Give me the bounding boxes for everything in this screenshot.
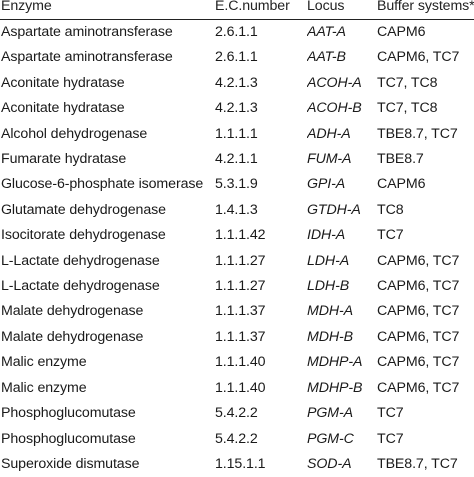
cell-locus: MDHP-A <box>307 350 377 375</box>
cell-buffer-systems: TC7 <box>377 223 474 248</box>
table-header-row: Enzyme E.C.number Locus Buffer systems* <box>0 0 474 20</box>
cell-ec-number: 1.1.1.27 <box>215 249 307 274</box>
cell-buffer-systems: CAPM6, TC7 <box>377 274 474 299</box>
cell-ec-number: 1.1.1.42 <box>215 223 307 248</box>
cell-enzyme: Malic enzyme <box>0 350 215 375</box>
cell-locus: LDH-A <box>307 249 377 274</box>
cell-locus: PGM-A <box>307 401 377 426</box>
cell-locus: GTDH-A <box>307 198 377 223</box>
header-ec-number: E.C.number <box>215 0 307 20</box>
cell-buffer-systems: TC7, TC8 <box>377 96 474 121</box>
cell-buffer-systems: CAPM6, TC7 <box>377 249 474 274</box>
cell-locus: MDH-B <box>307 325 377 350</box>
cell-buffer-systems: TC7 <box>377 401 474 426</box>
cell-ec-number: 2.6.1.1 <box>215 20 307 46</box>
header-enzyme: Enzyme <box>0 0 215 20</box>
cell-ec-number: 5.4.2.2 <box>215 427 307 452</box>
cell-locus: MDHP-B <box>307 376 377 401</box>
cell-enzyme: Aspartate aminotransferase <box>0 20 215 46</box>
cell-ec-number: 1.1.1.37 <box>215 299 307 324</box>
cell-locus: FUM-A <box>307 147 377 172</box>
cell-enzyme: Fumarate hydratase <box>0 147 215 172</box>
cell-buffer-systems: CAPM6, TC7 <box>377 325 474 350</box>
cell-ec-number: 1.15.1.1 <box>215 452 307 477</box>
cell-buffer-systems: TBE8.7, TC7 <box>377 452 474 477</box>
cell-locus: SOD-A <box>307 452 377 477</box>
cell-buffer-systems: TBE8.7, TC7 <box>377 122 474 147</box>
cell-locus: MDH-A <box>307 299 377 324</box>
cell-buffer-systems: CAPM6 <box>377 172 474 197</box>
cell-buffer-systems: CAPM6 <box>377 20 474 46</box>
cell-locus: IDH-A <box>307 223 377 248</box>
cell-buffer-systems: TC8 <box>377 198 474 223</box>
cell-enzyme: Aconitate hydratase <box>0 71 215 96</box>
cell-ec-number: 1.4.1.3 <box>215 198 307 223</box>
cell-ec-number: 1.1.1.27 <box>215 274 307 299</box>
cell-locus: PGM-C <box>307 427 377 452</box>
cell-locus: LDH-B <box>307 274 377 299</box>
cell-enzyme: Phosphoglucomutase <box>0 401 215 426</box>
cell-enzyme: Malic enzyme <box>0 376 215 401</box>
cell-buffer-systems: CAPM6, TC7 <box>377 299 474 324</box>
cell-ec-number: 4.2.1.3 <box>215 71 307 96</box>
cell-ec-number: 5.3.1.9 <box>215 172 307 197</box>
cell-locus: ADH-A <box>307 122 377 147</box>
cell-enzyme: Phosphoglucomutase <box>0 427 215 452</box>
cell-enzyme: Malate dehydrogenase <box>0 299 215 324</box>
cell-enzyme: L-Lactate dehydrogenase <box>0 249 215 274</box>
cell-ec-number: 1.1.1.37 <box>215 325 307 350</box>
cell-ec-number: 1.1.1.40 <box>215 350 307 375</box>
cell-enzyme: Aconitate hydratase <box>0 96 215 121</box>
header-locus: Locus <box>307 0 377 20</box>
cell-enzyme: Malate dehydrogenase <box>0 325 215 350</box>
header-buffer-systems: Buffer systems* <box>377 0 474 20</box>
cell-ec-number: 1.1.1.40 <box>215 376 307 401</box>
cell-locus: GPI-A <box>307 172 377 197</box>
cell-enzyme: Glucose-6-phosphate isomerase <box>0 172 215 197</box>
cell-locus: AAT-B <box>307 45 377 70</box>
cell-buffer-systems: TC7, TC8 <box>377 71 474 96</box>
cell-enzyme: Isocitorate dehydrogenase <box>0 223 215 248</box>
cell-enzyme: Superoxide dismutase <box>0 452 215 477</box>
cell-ec-number: 2.6.1.1 <box>215 45 307 70</box>
cell-enzyme: L-Lactate dehydrogenase <box>0 274 215 299</box>
cell-locus: ACOH-B <box>307 96 377 121</box>
cell-enzyme: Alcohol dehydrogenase <box>0 122 215 147</box>
cell-ec-number: 5.4.2.2 <box>215 401 307 426</box>
cell-enzyme: Aspartate aminotransferase <box>0 45 215 70</box>
cell-ec-number: 1.1.1.1 <box>215 122 307 147</box>
cell-buffer-systems: TC7 <box>377 427 474 452</box>
cell-ec-number: 4.2.1.3 <box>215 96 307 121</box>
cell-buffer-systems: TBE8.7 <box>377 147 474 172</box>
cell-locus: AAT-A <box>307 20 377 46</box>
cell-buffer-systems: CAPM6, TC7 <box>377 350 474 375</box>
cell-buffer-systems: CAPM6, TC7 <box>377 376 474 401</box>
cell-ec-number: 4.2.1.1 <box>215 147 307 172</box>
cell-locus: ACOH-A <box>307 71 377 96</box>
cell-buffer-systems: CAPM6, TC7 <box>377 45 474 70</box>
cell-enzyme: Glutamate dehydrogenase <box>0 198 215 223</box>
